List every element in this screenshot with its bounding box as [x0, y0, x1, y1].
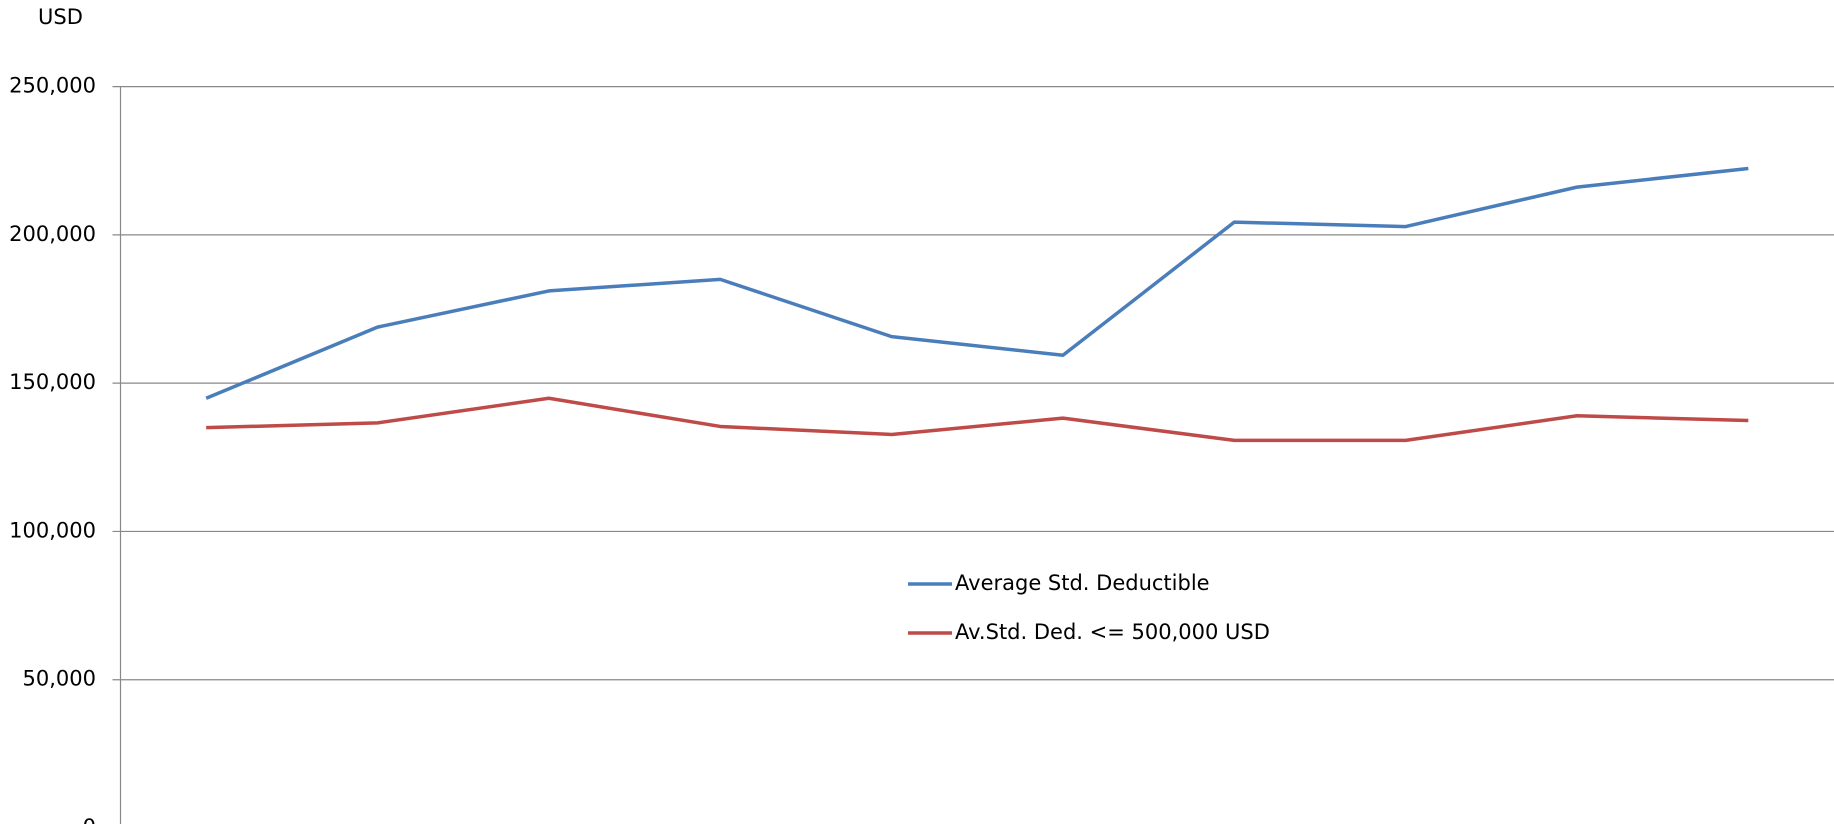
legend-label: Av.Std. Ded. <= 500,000 USD: [955, 620, 1270, 644]
y-tick-label: 200,000: [9, 222, 96, 246]
legend-label: Average Std. Deductible: [955, 571, 1210, 595]
y-axis-label: USD: [38, 5, 83, 29]
y-tick-label: 0: [83, 815, 96, 824]
line-series: [205, 166, 1749, 400]
y-tick-label: 100,000: [9, 518, 96, 542]
line-series: [206, 396, 1749, 443]
y-tick-label: 50,000: [23, 667, 96, 691]
y-tick-label: 150,000: [9, 370, 96, 394]
y-tick-label: 250,000: [9, 74, 96, 98]
